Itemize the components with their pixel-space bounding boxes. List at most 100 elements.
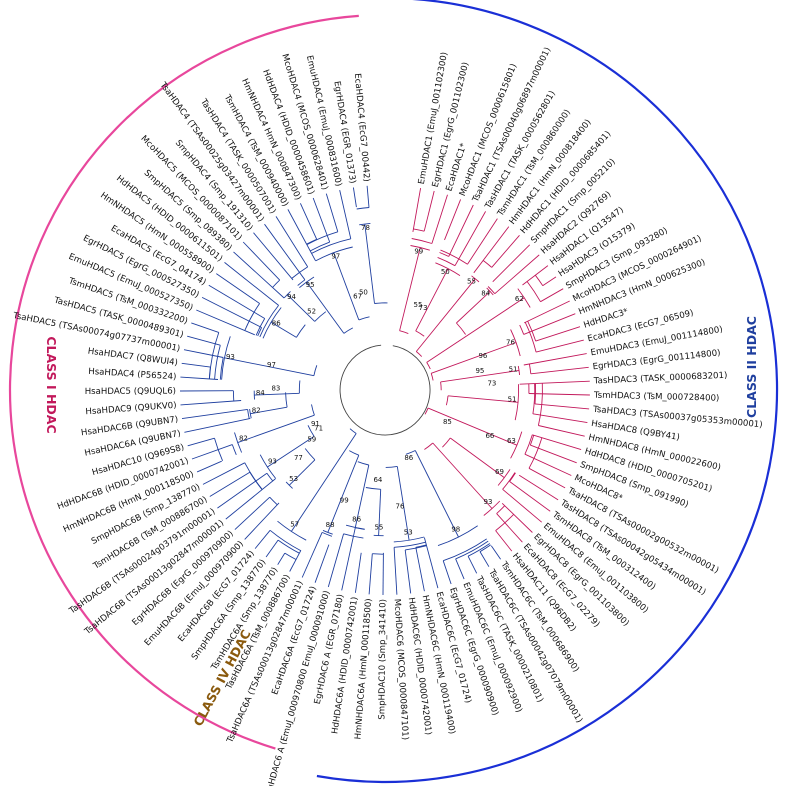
bootstrap-label: 93 [226, 353, 235, 361]
leaf-branch [244, 502, 280, 540]
internal-branch [396, 466, 410, 541]
leaf-branch [535, 326, 581, 342]
clade-arc [285, 481, 293, 489]
clade-arc [482, 260, 492, 268]
clade-arc [496, 505, 506, 514]
leaf-branch [181, 408, 248, 420]
class-ii-arc [316, 0, 779, 784]
leaf-branch [180, 400, 242, 406]
bootstrap-label: 50 [359, 289, 368, 297]
leaf-branch [535, 339, 584, 353]
bootstrap-label: 71 [314, 424, 323, 432]
bootstrap-label: 99 [414, 247, 423, 255]
clade-arc [315, 246, 353, 262]
leaf-branch [532, 413, 588, 424]
internal-branch [254, 392, 300, 396]
internal-arc [416, 351, 423, 357]
clade-arc [440, 249, 468, 265]
clade-arc [524, 434, 533, 455]
bootstrap-label: 55 [467, 278, 476, 286]
internal-branch [354, 464, 370, 528]
bootstrap-values: 99 50 55 84 62 76 51 51 63 69 93 98 53 55 86 88 57 53 93 82… [226, 224, 524, 536]
leaf-labels: EmuHDAC1 (EmuJ_001102300)EgrHDAC1 (EgrG_… [11, 46, 763, 786]
clade-arc [247, 409, 250, 419]
clade-arc [411, 238, 433, 244]
leaf-branch [196, 309, 255, 336]
clade-arc [244, 303, 260, 331]
leaf-branch [501, 502, 533, 533]
clade-arc [356, 207, 370, 210]
leaf-label: TasHDAC3 (TASK_0000683201) [593, 371, 728, 387]
leaf-branch [532, 434, 582, 451]
internal-branch [306, 281, 345, 334]
clade-arc [471, 275, 480, 283]
clade-arc [519, 324, 525, 335]
internal-branch [291, 433, 357, 532]
bootstrap-label: 99 [340, 496, 349, 504]
leaf-branch [473, 226, 510, 274]
internal-arc [313, 365, 318, 376]
leaf-branch [509, 481, 551, 512]
internal-arc [442, 437, 451, 448]
bootstrap-label: 67 [353, 292, 362, 300]
internal-branch [267, 436, 315, 468]
leaf-label: HsaHDAC4 (P56524) [88, 367, 177, 383]
bootstrap-label: 63 [507, 437, 516, 445]
clade-arc [266, 472, 274, 482]
bootstrap-label: 93 [484, 498, 493, 506]
leaf-branch [265, 539, 279, 558]
bootstrap-label: 55 [414, 301, 423, 309]
leaf-branch [490, 545, 501, 560]
leaf-branch [254, 530, 271, 549]
clade-arc [244, 462, 263, 490]
bootstrap-label: 98 [451, 526, 460, 534]
clade-arc [514, 384, 520, 421]
leaf-branch [455, 558, 465, 580]
clade-arc [467, 543, 491, 557]
clade-arc [255, 318, 266, 336]
leaf-branch [448, 204, 474, 257]
leaf-branch [196, 460, 222, 473]
leaf-branch [312, 197, 331, 243]
bootstrap-label: 97 [331, 252, 340, 260]
bootstrap-label: 84 [481, 290, 490, 298]
leaf-branch [224, 262, 279, 306]
bootstrap-label: 62 [515, 295, 524, 303]
leaf-branch [523, 353, 587, 366]
leaf-label: HsaHDAC5 (Q9UQL6) [85, 387, 176, 397]
leaf-branch [442, 560, 452, 585]
leaf-branch [242, 241, 281, 281]
leaf-branch [264, 223, 306, 281]
internal-arc [456, 322, 466, 335]
clade-arc [495, 514, 514, 531]
clade-arc [277, 539, 300, 554]
leaf-branch [534, 403, 590, 410]
leaf-branch [519, 380, 590, 385]
internal-arc [426, 362, 431, 370]
internal-arc [385, 465, 398, 468]
clade-arc [439, 252, 449, 257]
leaf-branch [502, 488, 542, 523]
internal-arc [358, 316, 370, 321]
internal-branch [364, 223, 375, 304]
leaf-branch [325, 193, 339, 232]
leaf-branch [542, 276, 557, 286]
internal-branch [399, 247, 421, 331]
bootstrap-label: 95 [306, 281, 315, 289]
bootstrap-label: 93 [268, 458, 277, 466]
clade-arc [262, 307, 282, 339]
clade-arc [277, 520, 307, 541]
clade-arc [502, 472, 516, 490]
leaf-label: HsaHDAC9 (Q9UKV0) [85, 401, 177, 418]
bootstrap-label: 82 [239, 435, 248, 443]
internal-arc [440, 381, 442, 391]
clade-arc [415, 544, 427, 548]
clade-arc [517, 365, 521, 376]
bootstrap-label: 85 [443, 418, 452, 426]
clade-arc [528, 363, 532, 374]
clade-arc [529, 435, 535, 446]
leaf-branch [368, 553, 373, 595]
leaf-branch [404, 549, 412, 594]
bootstrap-label: 82 [252, 407, 261, 415]
leaf-branch [528, 393, 590, 396]
